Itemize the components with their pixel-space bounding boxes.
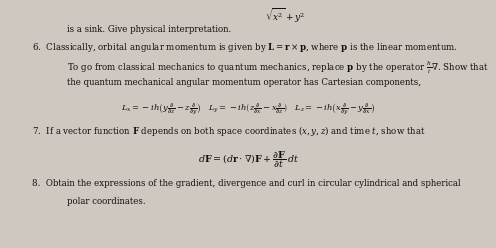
- Text: polar coordinates.: polar coordinates.: [67, 197, 146, 206]
- Text: 6.  Classically, orbital angular momentum is given by $\mathbf{L} = \mathbf{r} \: 6. Classically, orbital angular momentum…: [32, 41, 458, 54]
- Text: $\sqrt{x^2} + y^2$: $\sqrt{x^2} + y^2$: [265, 6, 306, 25]
- Text: To go from classical mechanics to quantum mechanics, replace $\mathbf{p}$ by the: To go from classical mechanics to quantu…: [67, 60, 489, 76]
- Text: the quantum mechanical angular momentum operator has Cartesian components,: the quantum mechanical angular momentum …: [67, 78, 421, 87]
- Text: 8.  Obtain the expressions of the gradient, divergence and curl in circular cyli: 8. Obtain the expressions of the gradien…: [32, 179, 461, 187]
- Text: $d\mathbf{F} = (d\mathbf{r} \cdot \nabla)\mathbf{F} + \dfrac{\partial \mathbf{F}: $d\mathbf{F} = (d\mathbf{r} \cdot \nabla…: [197, 149, 299, 170]
- Text: is a sink. Give physical interpretation.: is a sink. Give physical interpretation.: [67, 25, 231, 34]
- Text: 7.  If a vector function $\mathbf{F}$ depends on both space coordinates $(x, y, : 7. If a vector function $\mathbf{F}$ dep…: [32, 124, 426, 138]
- Text: $L_x = -ih\left(y\frac{\partial}{\partial z} - z\frac{\partial}{\partial y}\righ: $L_x = -ih\left(y\frac{\partial}{\partia…: [121, 102, 375, 117]
